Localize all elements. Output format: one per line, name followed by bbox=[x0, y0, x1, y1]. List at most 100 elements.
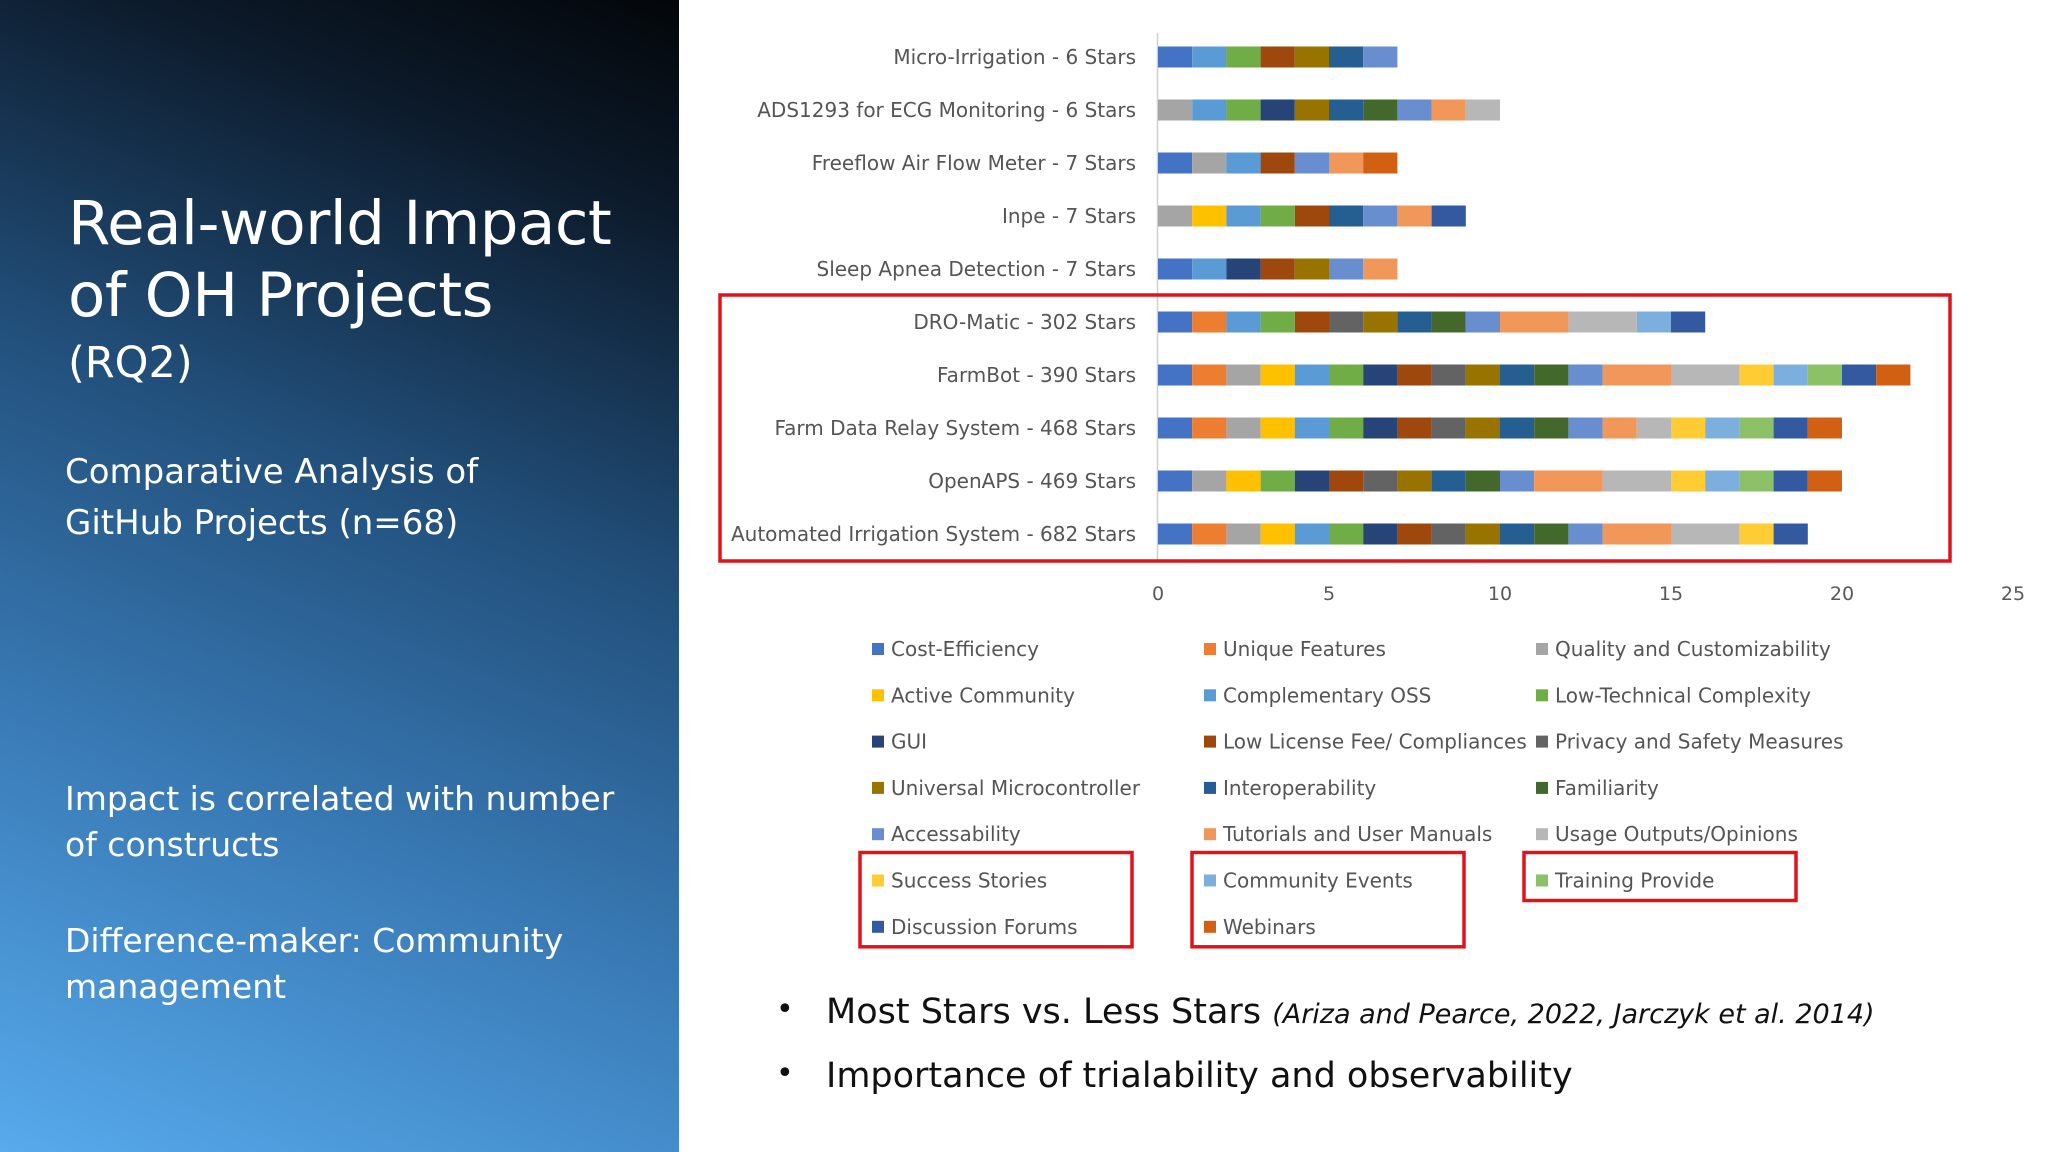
bar-segment-webinars bbox=[1363, 152, 1398, 174]
bar-segment-privacy-and-safety-measures bbox=[1431, 364, 1466, 386]
bar-segment-low-technical-complexity bbox=[1329, 364, 1364, 386]
stacked-bar-chart: Micro-Irrigation - 6 Stars ADS1293 for EC… bbox=[718, 33, 2025, 949]
bar-segment-interoperability bbox=[1397, 311, 1432, 333]
y-tick-label: DRO-Matic - 302 Stars bbox=[913, 310, 1136, 334]
legend-label: Interoperability bbox=[1223, 776, 1376, 800]
bar-segment-tutorials-and-user-manuals bbox=[1602, 364, 1671, 386]
bar-segment-universal-microcontroller bbox=[1294, 258, 1329, 280]
legend-swatch bbox=[1204, 920, 1216, 933]
left-panel: Real-world Impact of OH Projects (RQ2) C… bbox=[0, 0, 679, 1152]
y-tick-label: OpenAPS - 469 Stars bbox=[928, 469, 1136, 493]
bar-segment-accessability bbox=[1329, 258, 1364, 280]
bar-segment-accessability bbox=[1568, 364, 1603, 386]
bar-segment-tutorials-and-user-manuals bbox=[1602, 417, 1637, 439]
bar-segment-complementary-oss bbox=[1226, 152, 1261, 174]
bar-segment-cost-efficiency bbox=[1158, 523, 1193, 545]
legend-item-training-provide: Training Provide bbox=[1536, 869, 1714, 893]
bar-segment-complementary-oss bbox=[1294, 364, 1329, 386]
bar-segment-quality-and-customizability bbox=[1158, 99, 1193, 121]
bar-segment-cost-efficiency bbox=[1158, 364, 1193, 386]
bar-segment-universal-microcontroller bbox=[1363, 311, 1398, 333]
x-tick-label: 5 bbox=[1323, 583, 1335, 605]
bar-segment-universal-microcontroller bbox=[1294, 46, 1329, 68]
bar-segment-quality-and-customizability bbox=[1226, 417, 1261, 439]
bar-segment-complementary-oss bbox=[1294, 417, 1329, 439]
legend-item-tutorials-and-user-manuals: Tutorials and User Manuals bbox=[1204, 822, 1492, 846]
bar-segment-interoperability bbox=[1500, 417, 1535, 439]
legend-item-discussion-forums: Discussion Forums bbox=[872, 915, 1078, 939]
bar-segment-accessability bbox=[1568, 417, 1603, 439]
y-tick-label: Automated Irrigation System - 682 Stars bbox=[731, 522, 1136, 546]
legend-swatch bbox=[872, 735, 884, 748]
bar-segment-active-community bbox=[1260, 364, 1295, 386]
bar-segment-gui bbox=[1294, 470, 1329, 492]
bar-segment-quality-and-customizability bbox=[1226, 523, 1261, 545]
legend-label: Universal Microcontroller bbox=[891, 776, 1141, 800]
analysis-text-line2: GitHub Projects (n=68) bbox=[65, 503, 459, 543]
bar-segment-universal-microcontroller bbox=[1465, 417, 1500, 439]
y-tick-label: Freeflow Air Flow Meter - 7 Stars bbox=[812, 151, 1136, 175]
legend-item-gui: GUI bbox=[872, 730, 927, 754]
bar-segment-quality-and-customizability bbox=[1192, 470, 1227, 492]
legend-swatch bbox=[1536, 735, 1548, 748]
bar-segment-gui bbox=[1226, 258, 1261, 280]
legend-label: Quality and Customizability bbox=[1555, 637, 1831, 661]
x-tick-label: 25 bbox=[2001, 583, 2025, 605]
legend-swatch bbox=[1536, 643, 1548, 655]
bar-segment-complementary-oss bbox=[1192, 46, 1227, 68]
legend-item-low-technical-complexity: Low-Technical Complexity bbox=[1536, 683, 1811, 707]
legend-swatch bbox=[1204, 643, 1216, 655]
bar-segment-low-license-fee-compliances bbox=[1294, 205, 1329, 227]
bar-segment-familiarity bbox=[1431, 311, 1466, 333]
legend-item-usage-outputs-opinions: Usage Outputs/Opinions bbox=[1536, 822, 1798, 846]
bullet-dot: • bbox=[776, 1056, 794, 1091]
bar-segment-low-license-fee-compliances bbox=[1329, 470, 1364, 492]
y-tick-label: Micro-Irrigation - 6 Stars bbox=[893, 45, 1136, 69]
legend-item-low-license-fee-compliances: Low License Fee/ Compliances bbox=[1204, 730, 1527, 754]
highlight-box-legend-community bbox=[858, 850, 1134, 949]
bar-segment-low-technical-complexity bbox=[1260, 205, 1295, 227]
bar-segment-interoperability bbox=[1431, 470, 1466, 492]
legend-label: Success Stories bbox=[891, 869, 1047, 893]
bar-segment-tutorials-and-user-manuals bbox=[1602, 523, 1671, 545]
legend-swatch bbox=[1536, 828, 1548, 841]
legend-item-complementary-oss: Complementary OSS bbox=[1204, 683, 1431, 707]
bar-segment-privacy-and-safety-measures bbox=[1363, 470, 1398, 492]
legend-item-unique-features: Unique Features bbox=[1204, 637, 1386, 661]
bar-segment-tutorials-and-user-manuals bbox=[1397, 205, 1432, 227]
legend-item-community-events: Community Events bbox=[1204, 869, 1413, 893]
bar-segment-familiarity bbox=[1465, 470, 1500, 492]
bar-segment-low-technical-complexity bbox=[1226, 46, 1261, 68]
bar-segment-tutorials-and-user-manuals bbox=[1329, 152, 1364, 174]
bar-segment-accessability bbox=[1294, 152, 1329, 174]
bar-segment-unique-features bbox=[1192, 523, 1227, 545]
legend-swatch bbox=[872, 874, 884, 887]
bar-segment-training-provide bbox=[1739, 470, 1774, 492]
difference-maker-line2: management bbox=[65, 967, 287, 1006]
legend-item-active-community: Active Community bbox=[872, 683, 1075, 707]
y-tick-label: ADS1293 for ECG Monitoring - 6 Stars bbox=[757, 98, 1136, 122]
bar-segment-low-license-fee-compliances bbox=[1294, 311, 1329, 333]
legend-label: Webinars bbox=[1223, 915, 1316, 939]
bar-segment-interoperability bbox=[1500, 364, 1535, 386]
bar-segment-accessability bbox=[1500, 470, 1535, 492]
legend-swatch bbox=[1536, 781, 1548, 794]
legend-label: Tutorials and User Manuals bbox=[1222, 822, 1492, 846]
bullet-dot: • bbox=[776, 992, 794, 1027]
bar-segment-discussion-forums bbox=[1773, 417, 1808, 439]
bar-segment-webinars bbox=[1807, 470, 1842, 492]
bar-segment-usage-outputs-opinions bbox=[1671, 523, 1740, 545]
bar-segment-success-stories bbox=[1671, 470, 1706, 492]
x-tick-label: 10 bbox=[1488, 583, 1512, 605]
bar-segment-success-stories bbox=[1739, 364, 1774, 386]
bar-segment-low-license-fee-compliances bbox=[1260, 258, 1295, 280]
legend-swatch bbox=[872, 920, 884, 933]
bar-segment-gui bbox=[1363, 417, 1398, 439]
bar-segment-discussion-forums bbox=[1773, 523, 1808, 545]
bar-segment-low-technical-complexity bbox=[1226, 99, 1261, 121]
legend-swatch bbox=[872, 643, 884, 655]
bullet-main-text: Most Stars vs. Less Stars bbox=[826, 992, 1262, 1032]
legend-item-interoperability: Interoperability bbox=[1204, 776, 1376, 800]
bar-segment-gui bbox=[1363, 364, 1398, 386]
bar-segment-discussion-forums bbox=[1773, 470, 1808, 492]
